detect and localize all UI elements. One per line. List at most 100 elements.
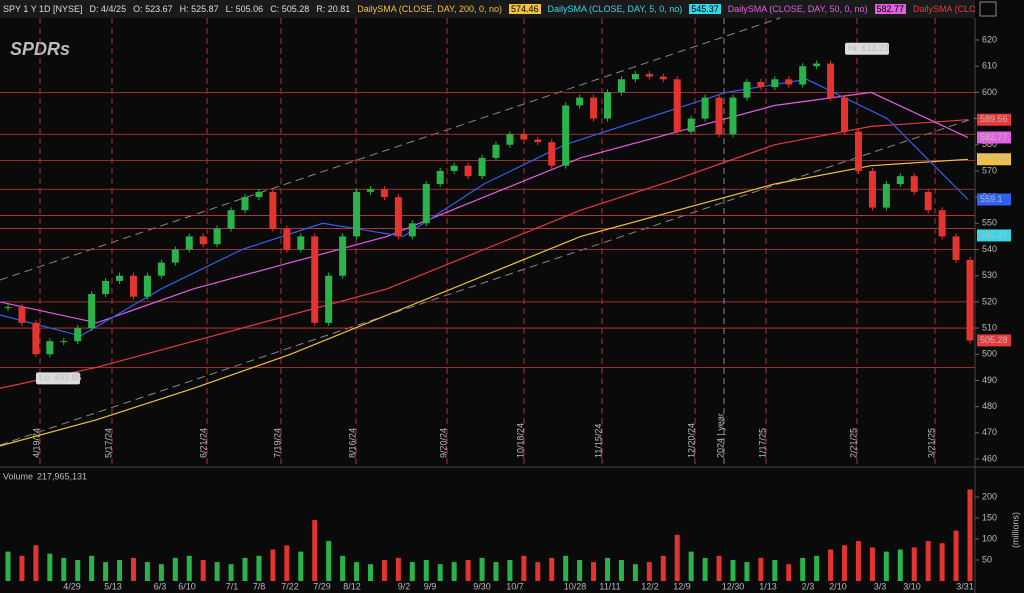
- candle: [868, 170, 876, 208]
- date-label: 9/2: [398, 581, 411, 591]
- volume-bar: [814, 555, 820, 581]
- sma-line: [0, 91, 969, 324]
- candle: [590, 97, 598, 119]
- candle: [129, 275, 137, 297]
- date-label: 3/10: [903, 581, 921, 591]
- ohlc-field: C: 505.28: [270, 4, 310, 14]
- candle: [464, 165, 472, 177]
- price-tick-label: 490: [982, 375, 997, 385]
- volume-bar: [939, 543, 945, 581]
- volume-bar: [381, 560, 387, 581]
- candle: [60, 341, 68, 343]
- study-name: DailySMA (CLOSE, DAY, 100, 0, no): [913, 4, 975, 14]
- date-label: 9/9: [424, 581, 437, 591]
- channel-lower: [0, 117, 976, 446]
- volume-bar: [256, 555, 262, 581]
- volume-bar: [409, 562, 415, 581]
- candle: [701, 97, 709, 119]
- price-tick-label: 600: [982, 87, 997, 97]
- header-bar: SPY 1 Y 1D [NYSE] D: 4/4/25 O: 523.67 H: 5…: [0, 0, 975, 18]
- sma-line: [0, 158, 969, 447]
- volume-bar: [354, 562, 360, 581]
- candle: [32, 322, 40, 355]
- candle: [604, 92, 612, 119]
- price-tick-label: 620: [982, 34, 997, 44]
- volume-bar: [605, 557, 611, 581]
- volume-bar: [786, 564, 792, 581]
- candle: [74, 328, 82, 342]
- candle: [771, 79, 779, 88]
- volume-tick-label: 100: [982, 533, 997, 543]
- candle: [576, 97, 584, 106]
- volume-bar: [340, 555, 346, 581]
- ohlc-field: O: 523.67: [133, 4, 173, 14]
- candle: [673, 79, 681, 132]
- study-value: 545.37: [689, 4, 721, 14]
- event-label: 2/21/25: [848, 428, 858, 458]
- ohlc-field: D: 4/4/25: [89, 4, 127, 14]
- price-badge: [977, 334, 1011, 347]
- volume-bar: [103, 562, 109, 581]
- candle: [199, 236, 207, 245]
- price-tick-label: 520: [982, 296, 997, 306]
- volume-bar: [730, 560, 736, 581]
- study-name: DailySMA (CLOSE, DAY, 200, 0, no): [357, 4, 502, 14]
- annotation-box: [36, 372, 80, 385]
- volume-bar: [228, 564, 234, 581]
- volume-tick-label: 150: [982, 512, 997, 522]
- volume-bar: [549, 557, 555, 581]
- candle: [325, 275, 333, 323]
- date-label: 12/30: [722, 581, 745, 591]
- volume-label: Volume: [3, 471, 33, 481]
- candle: [311, 236, 319, 323]
- volume-bar: [521, 555, 527, 581]
- volume-bar: [897, 549, 903, 581]
- volume-bar: [479, 557, 485, 581]
- candle: [882, 184, 890, 208]
- volume-bar: [493, 562, 499, 581]
- price-badge-label: 574.46: [980, 154, 1008, 164]
- candle: [4, 307, 12, 309]
- volume-bar: [19, 555, 25, 581]
- event-label: 1/17/25: [757, 428, 767, 458]
- volume-bar: [702, 557, 708, 581]
- candle: [659, 76, 667, 80]
- price-badge-label: 589.56: [980, 114, 1008, 124]
- candle: [185, 236, 193, 250]
- price-tick-label: 610: [982, 61, 997, 71]
- volume-tick-label: 50: [982, 554, 992, 564]
- price-tick-label: 580: [982, 139, 997, 149]
- volume-bar: [367, 564, 373, 581]
- date-label: 6/3: [154, 581, 167, 591]
- price-badge-label: 545.37: [980, 230, 1008, 240]
- volume-bar: [186, 555, 192, 581]
- candle: [938, 210, 946, 237]
- event-label: 2024 | year: [715, 413, 725, 458]
- candle: [854, 131, 862, 171]
- volume-bar: [158, 564, 164, 581]
- study-value: 582.77: [874, 4, 907, 14]
- candle: [478, 157, 486, 177]
- ohlc-field: R: 20.81: [316, 4, 351, 14]
- candle: [227, 210, 235, 229]
- candle: [562, 105, 570, 166]
- volume-bar: [744, 562, 750, 581]
- volume-bar: [618, 560, 624, 581]
- price-tick-label: 480: [982, 401, 997, 411]
- candle: [380, 189, 388, 198]
- volume-bar: [577, 560, 583, 581]
- date-label: 4/29: [63, 581, 81, 591]
- volume-bar: [563, 555, 569, 581]
- candle: [715, 97, 723, 135]
- expand-button[interactable]: [979, 1, 997, 17]
- date-label: 3/3: [874, 581, 887, 591]
- volume-bar: [632, 564, 638, 581]
- candle: [743, 81, 751, 98]
- symbol[interactable]: SPY 1 Y 1D [NYSE]: [3, 4, 83, 14]
- volume-bar: [200, 560, 206, 581]
- date-label: 2/10: [829, 581, 847, 591]
- volume-bar: [883, 551, 889, 581]
- candle: [339, 236, 347, 276]
